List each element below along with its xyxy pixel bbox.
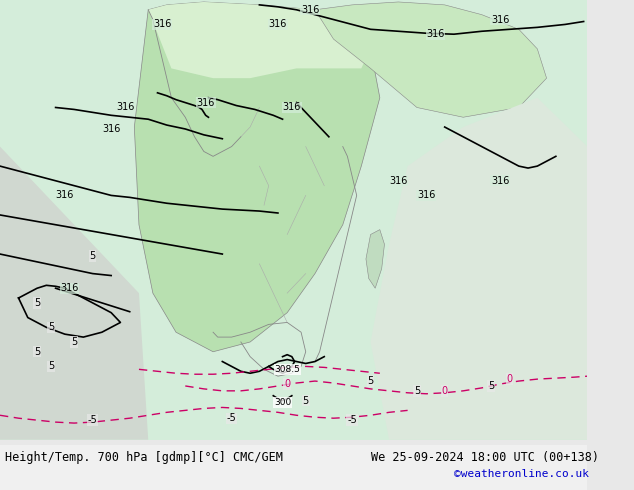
Text: 316: 316 — [283, 102, 301, 113]
Text: 316: 316 — [60, 283, 79, 293]
Text: 5: 5 — [89, 251, 96, 261]
Text: 316: 316 — [56, 191, 74, 200]
Text: 0: 0 — [442, 386, 448, 396]
Text: 316: 316 — [491, 15, 510, 24]
Text: 5: 5 — [302, 395, 309, 406]
Text: 316: 316 — [301, 5, 320, 15]
Text: 316: 316 — [116, 102, 134, 113]
Text: 5: 5 — [368, 376, 373, 386]
Text: 316: 316 — [389, 176, 408, 186]
Text: 5: 5 — [71, 337, 77, 347]
Text: 316: 316 — [491, 176, 510, 186]
Text: 5: 5 — [48, 322, 54, 332]
Text: 5: 5 — [414, 386, 420, 396]
Text: 316: 316 — [417, 191, 436, 200]
Polygon shape — [148, 2, 370, 78]
Text: -5: -5 — [87, 415, 98, 425]
Text: 0: 0 — [284, 379, 290, 389]
Text: Height/Temp. 700 hPa [gdmp][°C] CMC/GEM: Height/Temp. 700 hPa [gdmp][°C] CMC/GEM — [4, 451, 283, 465]
Text: 0: 0 — [507, 374, 513, 384]
Text: 300: 300 — [274, 398, 291, 407]
Bar — [0, 444, 587, 490]
Text: 5: 5 — [48, 362, 54, 371]
Text: 316: 316 — [426, 29, 444, 39]
Text: 5: 5 — [34, 298, 40, 308]
Text: 316: 316 — [153, 20, 171, 29]
Text: 5: 5 — [488, 381, 494, 391]
Text: 316: 316 — [102, 124, 120, 134]
Polygon shape — [0, 147, 148, 440]
Polygon shape — [315, 2, 547, 117]
Text: -5: -5 — [227, 413, 236, 423]
Text: 5: 5 — [34, 347, 40, 357]
Text: We 25-09-2024 18:00 UTC (00+138): We 25-09-2024 18:00 UTC (00+138) — [370, 451, 598, 465]
Polygon shape — [134, 2, 380, 352]
Polygon shape — [366, 230, 384, 288]
Polygon shape — [370, 98, 587, 440]
Text: 316: 316 — [197, 98, 215, 108]
Text: ©weatheronline.co.uk: ©weatheronline.co.uk — [454, 469, 589, 479]
Text: -5: -5 — [347, 415, 357, 425]
Text: 316: 316 — [269, 20, 287, 29]
Text: 308.5: 308.5 — [275, 365, 300, 374]
